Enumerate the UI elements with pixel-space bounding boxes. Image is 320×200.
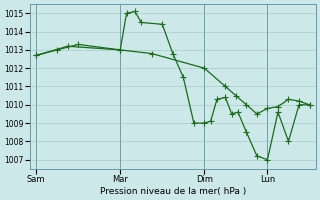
X-axis label: Pression niveau de la mer( hPa ): Pression niveau de la mer( hPa )	[100, 187, 246, 196]
